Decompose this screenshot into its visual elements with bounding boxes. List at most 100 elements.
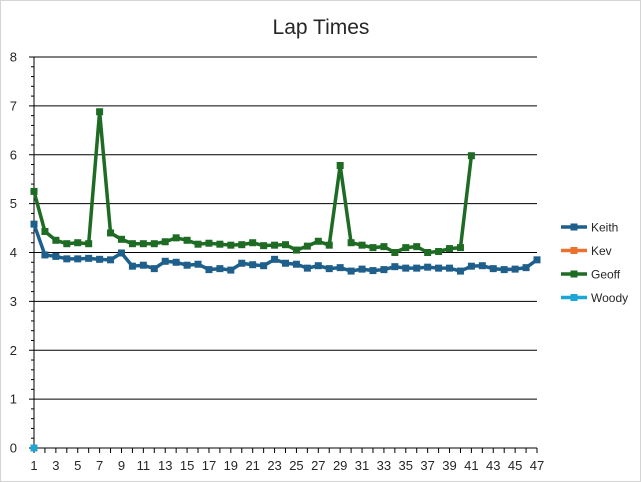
data-point-keith-4 — [63, 255, 71, 263]
data-point-geoff-34 — [391, 249, 399, 256]
data-point-keith-7 — [96, 255, 104, 263]
data-point-geoff-33 — [380, 243, 388, 251]
data-point-geoff-30 — [347, 239, 355, 247]
legend-label-geoff: Geoff — [591, 268, 621, 282]
data-point-geoff-15 — [183, 236, 191, 244]
legend: Keith Kev Geoff Woody — [561, 221, 628, 305]
data-point-woody-1 — [30, 444, 38, 452]
data-point-geoff-5 — [74, 239, 82, 247]
data-point-keith-37 — [424, 263, 432, 271]
data-point-keith-45 — [511, 265, 519, 273]
data-point-geoff-11 — [139, 240, 147, 248]
data-point-geoff-27 — [314, 237, 322, 245]
data-point-keith-39 — [446, 264, 454, 272]
data-point-keith-25 — [292, 260, 300, 268]
data-point-keith-22 — [260, 262, 268, 270]
data-point-keith-20 — [238, 259, 246, 267]
data-point-geoff-31 — [358, 241, 366, 249]
legend-item-woody: Woody — [561, 291, 628, 305]
data-point-geoff-9 — [117, 235, 125, 243]
data-point-keith-12 — [150, 265, 158, 273]
data-point-keith-36 — [413, 264, 421, 272]
data-point-geoff-22 — [260, 242, 268, 250]
data-point-keith-11 — [139, 261, 147, 269]
axes — [29, 56, 538, 453]
data-point-keith-47 — [533, 256, 541, 264]
data-point-keith-40 — [456, 267, 464, 275]
data-point-geoff-35 — [402, 244, 410, 252]
data-point-keith-18 — [216, 265, 224, 273]
data-point-geoff-13 — [161, 238, 169, 246]
series-geoff — [30, 108, 475, 256]
x-tick-label-9: 9 — [118, 458, 125, 473]
x-tick-label-23: 23 — [267, 458, 281, 473]
y-tick-label-3: 3 — [10, 294, 17, 309]
data-point-geoff-39 — [446, 245, 454, 253]
x-tick-label-21: 21 — [245, 458, 259, 473]
x-tick-label-37: 37 — [420, 458, 434, 473]
y-tick-label-2: 2 — [10, 343, 17, 358]
x-tick-label-43: 43 — [486, 458, 500, 473]
legend-item-keith: Keith — [561, 221, 618, 235]
x-tick-label-39: 39 — [442, 458, 456, 473]
data-point-geoff-32 — [369, 244, 377, 252]
data-point-keith-3 — [52, 252, 60, 260]
chart-title: Lap Times — [273, 16, 370, 39]
data-point-geoff-10 — [128, 240, 136, 248]
data-point-geoff-29 — [336, 162, 344, 170]
data-point-geoff-28 — [325, 241, 333, 249]
data-point-geoff-7 — [96, 108, 104, 116]
series-line-geoff — [32, 109, 474, 255]
data-point-keith-21 — [249, 261, 257, 269]
data-point-geoff-3 — [52, 236, 60, 244]
data-point-keith-43 — [489, 265, 497, 273]
x-tick-label-45: 45 — [508, 458, 522, 473]
data-point-keith-8 — [107, 256, 115, 264]
data-point-keith-15 — [183, 261, 191, 269]
x-tick-label-1: 1 — [30, 458, 37, 473]
y-tick-label-4: 4 — [10, 245, 17, 260]
data-point-geoff-17 — [205, 239, 213, 247]
data-point-geoff-1 — [30, 187, 38, 195]
legend-label-woody: Woody — [591, 291, 628, 305]
legend-marker-geoff — [570, 270, 578, 278]
data-point-geoff-6 — [85, 240, 93, 248]
y-tick-label-8: 8 — [10, 50, 17, 65]
x-tick-label-11: 11 — [137, 458, 151, 473]
data-point-geoff-18 — [216, 240, 224, 248]
x-tick-label-13: 13 — [158, 458, 172, 473]
data-point-geoff-25 — [292, 246, 300, 254]
x-tick-label-3: 3 — [52, 458, 59, 473]
data-point-keith-29 — [336, 264, 344, 272]
data-point-geoff-12 — [150, 240, 158, 248]
data-point-keith-32 — [369, 267, 377, 275]
series-keith — [30, 220, 541, 275]
x-tick-label-29: 29 — [333, 458, 347, 473]
data-point-keith-38 — [435, 264, 443, 272]
x-tick-label-5: 5 — [74, 458, 81, 473]
data-point-keith-16 — [194, 260, 202, 268]
data-point-geoff-2 — [41, 227, 49, 235]
x-tick-label-15: 15 — [180, 458, 194, 473]
data-point-keith-33 — [380, 266, 388, 274]
data-point-keith-1 — [30, 220, 38, 228]
y-tick-label-7: 7 — [10, 98, 17, 113]
data-point-keith-44 — [500, 266, 508, 274]
legend-marker-keith — [570, 223, 578, 231]
data-point-geoff-19 — [227, 241, 235, 249]
x-tick-label-19: 19 — [224, 458, 238, 473]
data-point-keith-46 — [522, 264, 530, 272]
data-point-keith-26 — [303, 264, 311, 272]
legend-item-kev: Kev — [561, 244, 612, 258]
data-point-keith-31 — [358, 265, 366, 273]
data-point-geoff-4 — [63, 240, 71, 248]
data-point-keith-19 — [227, 266, 235, 274]
data-point-keith-14 — [172, 258, 180, 266]
data-point-keith-5 — [74, 255, 82, 263]
data-point-geoff-8 — [107, 229, 115, 237]
y-tick-label-0: 0 — [10, 441, 17, 456]
data-point-geoff-14 — [172, 234, 180, 242]
data-point-keith-28 — [325, 265, 333, 273]
